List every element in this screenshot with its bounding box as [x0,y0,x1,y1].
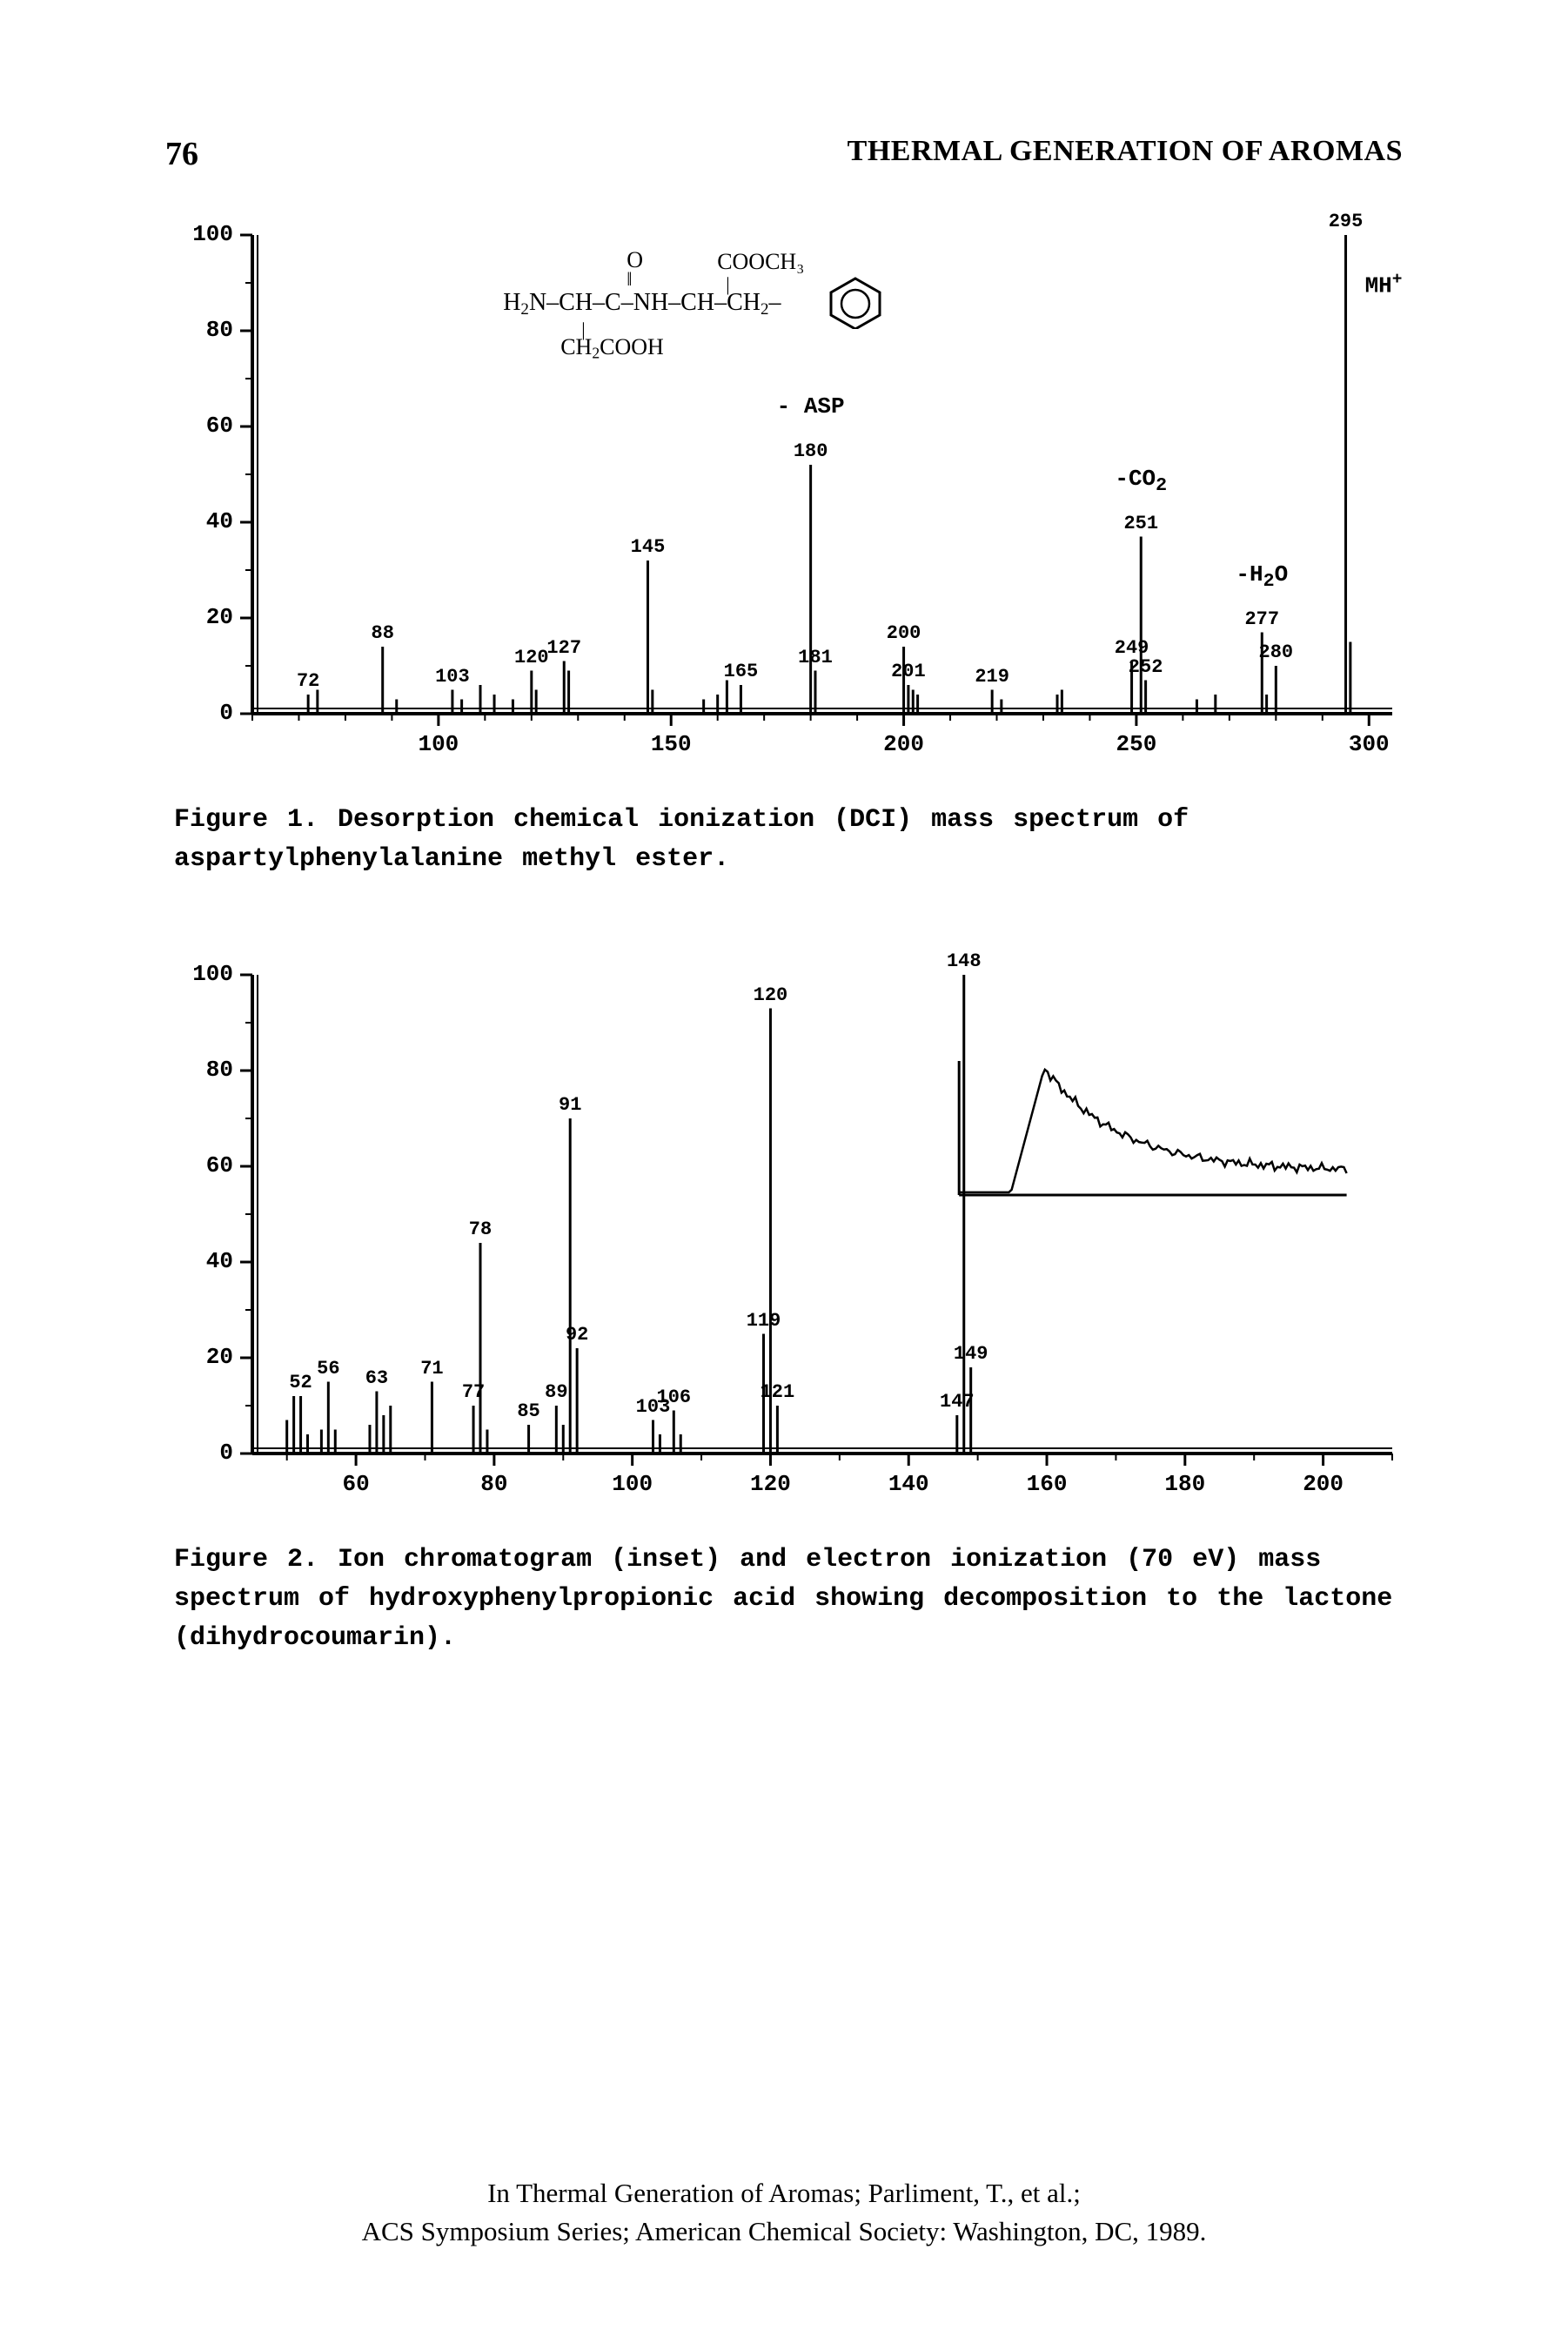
peak-label: 127 [546,637,581,659]
peak-label: 149 [954,1343,988,1365]
peak-label: 251 [1123,513,1158,534]
x-tick-label: 200 [883,731,924,757]
peak-label: 180 [794,440,828,462]
peak-label: 145 [631,536,666,558]
peak-label: 200 [887,622,921,644]
peak-label: 148 [947,950,982,972]
x-tick-label: 150 [651,731,692,757]
page: 76 THERMAL GENERATION OF AROMAS 0 20 40 60 8… [0,0,1568,2350]
molecular-ion-label: MH+ [1365,270,1403,299]
figure-1-plot: 0 20 40 60 80 100 100 150 200 250 300 72 88 103 120127… [174,218,1410,775]
peak-label: 147 [940,1391,975,1413]
x-tick-label: 250 [1116,731,1157,757]
running-head: THERMAL GENERATION OF AROMAS [848,135,1403,168]
x-tick-label: 140 [888,1471,929,1497]
x-tick-label: 100 [418,731,459,757]
peak-label: 106 [656,1386,691,1408]
peak-label: 277 [1244,608,1279,630]
y-tick-label: 40 [174,508,233,534]
x-tick-label: 200 [1303,1471,1344,1497]
y-tick-label: 80 [174,317,233,343]
fragment-annotation: -H2O [1236,561,1288,592]
x-tick-label: 180 [1164,1471,1205,1497]
x-tick-label: 160 [1027,1471,1068,1497]
peak-label: 121 [761,1381,795,1403]
y-tick-label: 100 [174,221,233,247]
peak-label: 280 [1259,641,1294,663]
page-number: 76 [165,135,198,173]
peak-label: 77 [462,1381,485,1403]
x-tick-label: 80 [480,1471,507,1497]
peak-label: 72 [297,670,319,692]
peak-label: 295 [1329,211,1364,232]
y-tick-label: 60 [174,413,233,439]
figure-1-caption: Figure 1. Desorption chemical ionization… [174,801,1410,879]
peak-label: 120 [514,647,549,668]
peak-label: 78 [469,1219,492,1240]
peak-label: 92 [566,1324,588,1346]
y-tick-label: 0 [174,700,233,726]
y-tick-label: 80 [174,1057,233,1083]
x-tick-label: 120 [750,1471,791,1497]
peak-label: 56 [317,1358,339,1380]
peak-label: 52 [289,1372,312,1393]
figure-2-plot: 0 20 40 60 80 100 60 80 100 120 140 160 180 200 5256 63… [174,957,1410,1514]
peak-label: 88 [372,622,394,644]
figure-2: 0 20 40 60 80 100 60 80 100 120 140 160 180 200 5256 63… [139,957,1446,1658]
molecular-structure: O‖COOCH₃H2N–CH–C–NH–CH–CH2–||CH2COOH [503,279,990,383]
peak-label: 181 [798,647,833,668]
fragment-annotation: -CO2 [1115,466,1167,496]
peak-label: 103 [435,666,470,688]
y-tick-label: 40 [174,1248,233,1274]
x-tick-label: 60 [342,1471,369,1497]
figure-2-caption: Figure 2. Ion chromatogram (inset) and e… [174,1541,1410,1658]
y-tick-label: 20 [174,1344,233,1370]
y-tick-label: 60 [174,1152,233,1178]
y-tick-label: 100 [174,961,233,987]
peak-label: 71 [420,1358,443,1380]
y-tick-label: 20 [174,604,233,630]
peak-label: 119 [747,1310,781,1332]
figure-1: 0 20 40 60 80 100 100 150 200 250 300 72 88 103 120127… [139,218,1446,879]
peak-label: 120 [754,984,788,1006]
footer-line-2: ACS Symposium Series; American Chemical … [0,2212,1568,2250]
peak-label: 89 [545,1381,567,1403]
peak-label: 219 [975,666,1009,688]
peak-label: 63 [365,1367,388,1389]
fragment-annotation: - ASP [777,393,845,420]
x-tick-label: 300 [1349,731,1390,757]
peak-label: 91 [559,1094,581,1116]
y-tick-label: 0 [174,1440,233,1466]
peak-label: 165 [724,661,759,682]
footer: In Thermal Generation of Aromas; Parlime… [0,2174,1568,2250]
peak-label: 252 [1129,656,1163,678]
x-tick-label: 100 [612,1471,653,1497]
peak-label: 85 [517,1400,539,1422]
peak-label: 201 [891,661,926,682]
footer-line-1: In Thermal Generation of Aromas; Parlime… [0,2174,1568,2212]
